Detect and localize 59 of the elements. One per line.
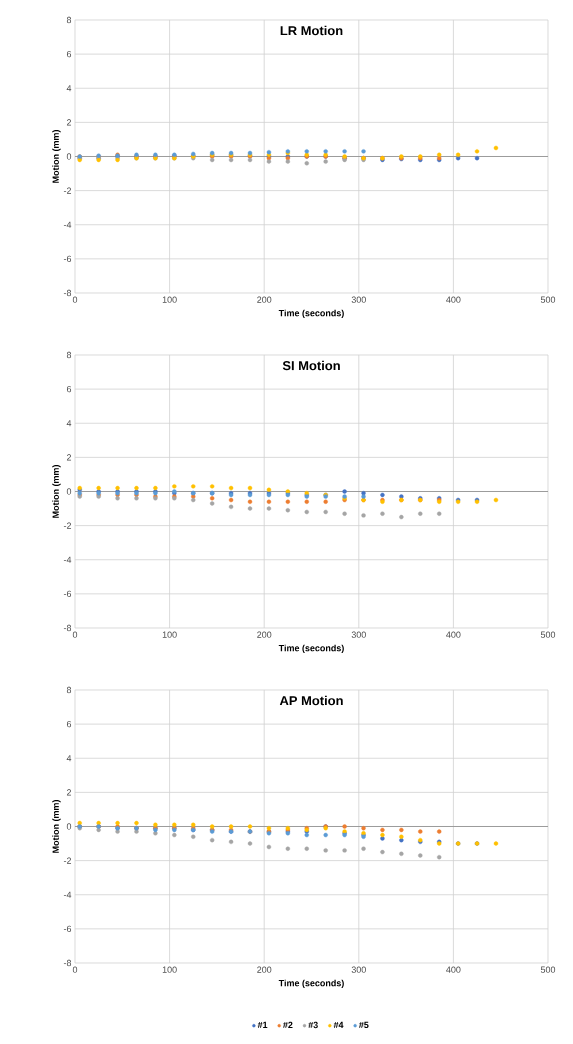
legend-label: #2 (283, 1021, 293, 1029)
x-tick-label: 400 (446, 631, 461, 638)
y-tick-label: 0 (66, 823, 72, 830)
y-tick-label: 8 (66, 16, 72, 24)
y-tick-label: 2 (66, 119, 72, 126)
x-axis-title: Time (seconds) (278, 979, 344, 989)
x-tick-label: 0 (72, 296, 78, 303)
x-tick-label: 400 (446, 296, 461, 303)
y-tick-label: 4 (66, 85, 72, 92)
chart-title: LR Motion (280, 25, 343, 36)
legend-label: #3 (308, 1021, 318, 1029)
y-axis-title: Motion (mm) (52, 130, 61, 183)
y-tick-label: -6 (63, 255, 72, 263)
x-tick-label: 300 (351, 296, 366, 303)
y-tick-label: 0 (66, 153, 72, 160)
y-axis-title: Motion (mm) (52, 465, 61, 518)
y-tick-label: 6 (66, 720, 72, 728)
x-tick-label: 500 (540, 296, 556, 303)
x-tick-label: 100 (162, 966, 177, 973)
x-tick-label: 500 (540, 966, 556, 973)
y-tick-label: 8 (66, 686, 72, 694)
x-tick-label: 400 (446, 966, 461, 973)
y-tick-label: -8 (63, 624, 72, 632)
y-tick-label: -2 (63, 522, 72, 529)
y-tick-label: -6 (63, 925, 72, 933)
y-tick-label: 2 (66, 789, 72, 796)
y-tick-label: 4 (66, 420, 72, 427)
y-axis-title: Motion (mm) (52, 800, 61, 853)
y-tick-label: 6 (66, 50, 72, 58)
y-tick-label: -4 (63, 221, 72, 228)
y-tick-label: -8 (63, 289, 72, 297)
x-tick-label: 200 (257, 631, 272, 638)
x-axis-title: Time (seconds) (278, 644, 344, 654)
x-tick-label: 100 (162, 296, 177, 303)
legend-label: #1 (257, 1021, 268, 1028)
y-tick-label: -8 (63, 959, 72, 967)
x-tick-label: 200 (257, 296, 272, 303)
y-tick-label: 2 (66, 454, 72, 461)
x-tick-label: 100 (162, 631, 177, 638)
y-tick-label: -2 (63, 187, 72, 194)
x-tick-label: 200 (257, 966, 272, 973)
legend-label: #5 (358, 1021, 369, 1029)
chart-title: SI Motion (282, 360, 340, 371)
y-tick-label: 0 (66, 488, 72, 495)
x-tick-label: 0 (72, 631, 78, 638)
legend-label: #4 (333, 1021, 344, 1028)
chart-title: AP Motion (279, 695, 343, 706)
y-tick-label: 4 (66, 755, 72, 762)
y-tick-label: 6 (66, 385, 72, 393)
x-axis-title: Time (seconds) (278, 309, 344, 319)
x-tick-label: 300 (351, 631, 366, 638)
y-tick-label: -2 (63, 857, 72, 864)
y-tick-label: -6 (63, 590, 72, 598)
x-tick-label: 300 (351, 966, 366, 973)
x-tick-label: 0 (72, 966, 78, 973)
x-tick-label: 500 (540, 631, 556, 638)
y-tick-label: -4 (63, 556, 72, 563)
y-tick-label: -4 (63, 891, 72, 898)
y-tick-label: 8 (66, 351, 72, 359)
